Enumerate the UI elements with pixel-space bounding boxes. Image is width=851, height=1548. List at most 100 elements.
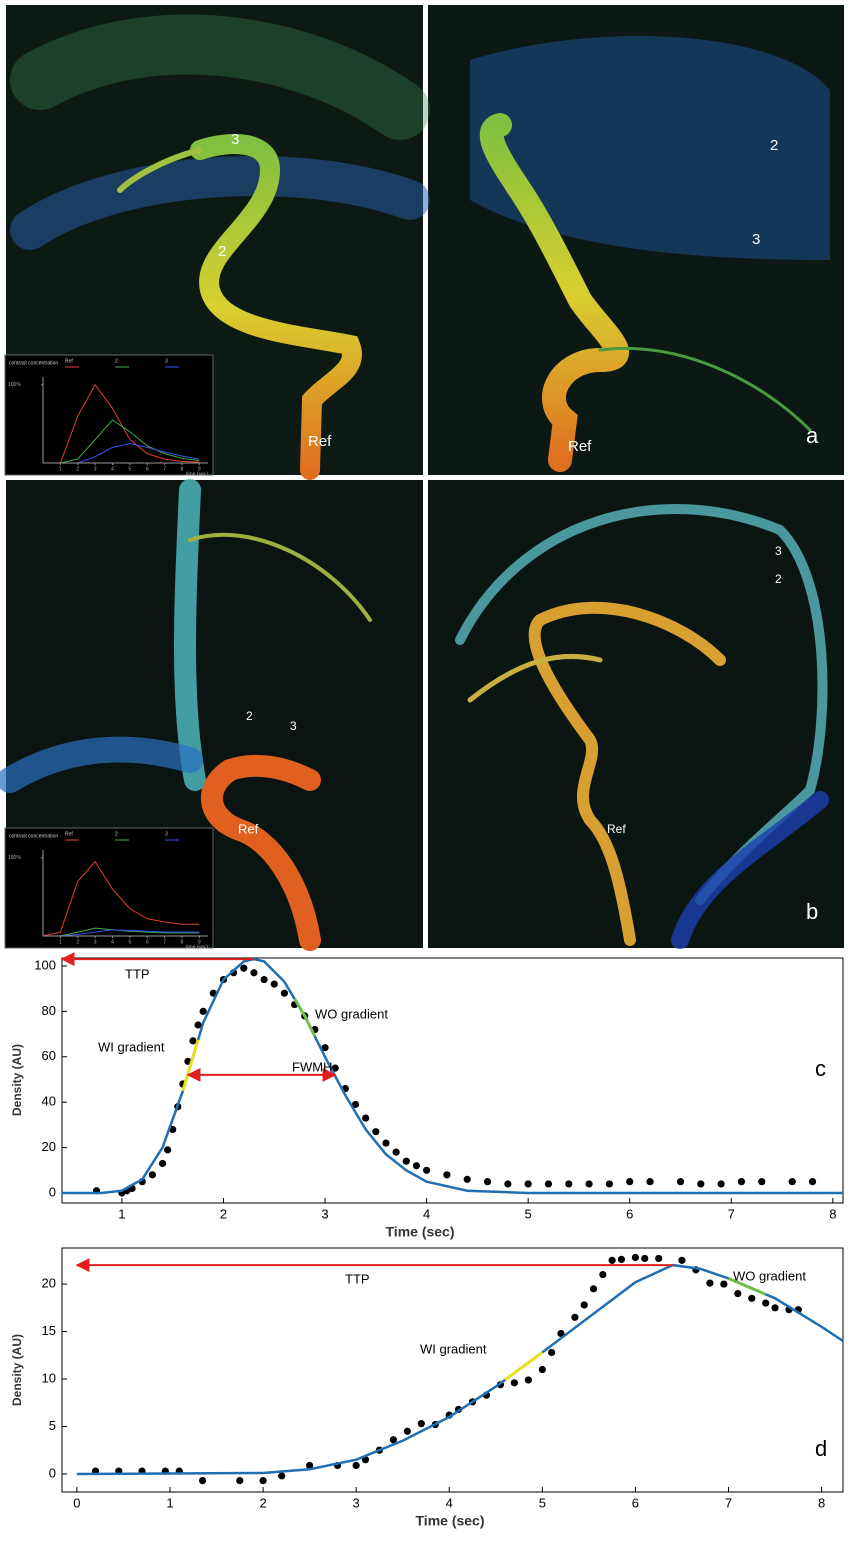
- data-point: [403, 1427, 411, 1435]
- data-point: [402, 1157, 410, 1165]
- legend-label: 3: [165, 831, 168, 837]
- inset-line: [43, 419, 200, 464]
- data-point: [389, 1436, 397, 1444]
- plot-frame: [61, 1247, 844, 1493]
- inset-box: [4, 354, 214, 476]
- y-tick-label: 20: [42, 1276, 56, 1291]
- data-point: [199, 1007, 207, 1015]
- data-point: [278, 1472, 286, 1480]
- x-tick-label: 5: [525, 1206, 532, 1221]
- inset-tick-label: 1: [59, 939, 62, 945]
- vessel-label: Ref: [238, 821, 259, 836]
- vessel-label: 2: [775, 572, 782, 586]
- inset-tick-label: 4: [111, 466, 114, 472]
- data-point: [697, 1180, 705, 1188]
- annotation: TTP: [345, 1271, 370, 1286]
- data-point: [655, 1254, 663, 1263]
- data-point: [646, 1178, 654, 1186]
- inset-tick-label: 6: [146, 939, 149, 945]
- data-point: [504, 1180, 512, 1188]
- data-point: [599, 1270, 607, 1279]
- inset-tick-label: 3: [94, 466, 97, 472]
- inset-tick-label: 100%: [8, 855, 21, 861]
- fit-curve: [76, 1263, 844, 1476]
- vessel-label: Ref: [607, 822, 626, 836]
- data-point: [678, 1256, 686, 1264]
- vessel-label: 3: [231, 131, 239, 148]
- annotation: WI gradient: [98, 1039, 165, 1054]
- inset-xlabel: time (sec): [186, 471, 208, 477]
- x-axis-label: Time (sec): [416, 1513, 485, 1529]
- data-point: [236, 1477, 244, 1485]
- data-point: [589, 1285, 598, 1293]
- gradient-segment: [293, 998, 317, 1038]
- image-panel: [428, 5, 844, 475]
- y-tick-label: 80: [42, 1003, 56, 1018]
- data-point: [240, 964, 248, 972]
- inset-tick-label: 8: [181, 466, 184, 472]
- data-point: [617, 1255, 626, 1263]
- x-tick-label: 8: [818, 1495, 825, 1510]
- x-axis-label: Time (sec): [386, 1224, 455, 1240]
- inset-tick-label: 9: [198, 466, 201, 472]
- y-tick-label: 100: [34, 957, 56, 972]
- data-point: [164, 1146, 172, 1154]
- y-tick-label: 20: [42, 1139, 56, 1154]
- inset-tick-label: 1: [59, 466, 62, 472]
- annotation: WI gradient: [420, 1341, 487, 1356]
- data-point: [676, 1178, 685, 1186]
- data-point: [372, 1128, 380, 1136]
- x-tick-label: 4: [423, 1206, 430, 1221]
- inset-tick-label: 100%: [8, 382, 21, 388]
- inset-tick-label: 5: [128, 466, 131, 472]
- data-point: [250, 969, 258, 977]
- data-point: [788, 1178, 796, 1186]
- image-panel: [428, 480, 844, 948]
- image-labels: 3 2 Ref 2 3 Ref a 2 3 Ref 3 2 Ref b: [218, 131, 819, 924]
- inset-tick-label: 2: [76, 939, 79, 945]
- panel-letter: d: [815, 1436, 827, 1461]
- legend-label: 2: [115, 831, 118, 837]
- data-point: [557, 1329, 565, 1338]
- x-tick-label: 1: [166, 1495, 173, 1510]
- x-tick-label: 5: [539, 1495, 546, 1510]
- data-point: [280, 989, 289, 997]
- data-point: [808, 1178, 817, 1186]
- inset-tick-label: 7: [163, 466, 166, 472]
- vessel-label: 2: [770, 137, 778, 154]
- data-point: [548, 1348, 556, 1357]
- x-tick-label: 2: [220, 1206, 227, 1221]
- panel-letter: c: [815, 1056, 826, 1081]
- vessel-label: 3: [775, 544, 782, 558]
- data-point: [417, 1420, 425, 1428]
- data-point: [585, 1180, 593, 1188]
- data-point: [423, 1166, 431, 1174]
- data-point: [321, 1044, 329, 1052]
- data-point: [483, 1178, 492, 1186]
- x-tick-label: 2: [259, 1495, 266, 1510]
- inset-line: [43, 929, 200, 937]
- panel-letter: a: [806, 423, 819, 448]
- inset-tick-label: 8: [181, 939, 184, 945]
- inset-tick-label: 4: [111, 939, 114, 945]
- data-point: [544, 1180, 553, 1188]
- legend-label: 3: [165, 358, 168, 364]
- data-point: [392, 1148, 400, 1156]
- data-point: [626, 1178, 634, 1186]
- data-point: [194, 1021, 202, 1029]
- data-point: [641, 1254, 649, 1263]
- inset-box: [4, 827, 214, 949]
- data-point: [524, 1376, 532, 1384]
- y-axis-label: Density (AU): [10, 1044, 24, 1116]
- data-point: [412, 1162, 421, 1170]
- data-point: [351, 1100, 360, 1109]
- data-point: [362, 1114, 370, 1122]
- data-point: [748, 1294, 756, 1302]
- data-point: [158, 1159, 167, 1168]
- data-point: [734, 1289, 742, 1298]
- inset-tick-label: 6: [146, 466, 149, 472]
- inset-tick-label: 5: [128, 939, 131, 945]
- data-point: [706, 1279, 714, 1287]
- x-tick-label: 7: [725, 1495, 732, 1510]
